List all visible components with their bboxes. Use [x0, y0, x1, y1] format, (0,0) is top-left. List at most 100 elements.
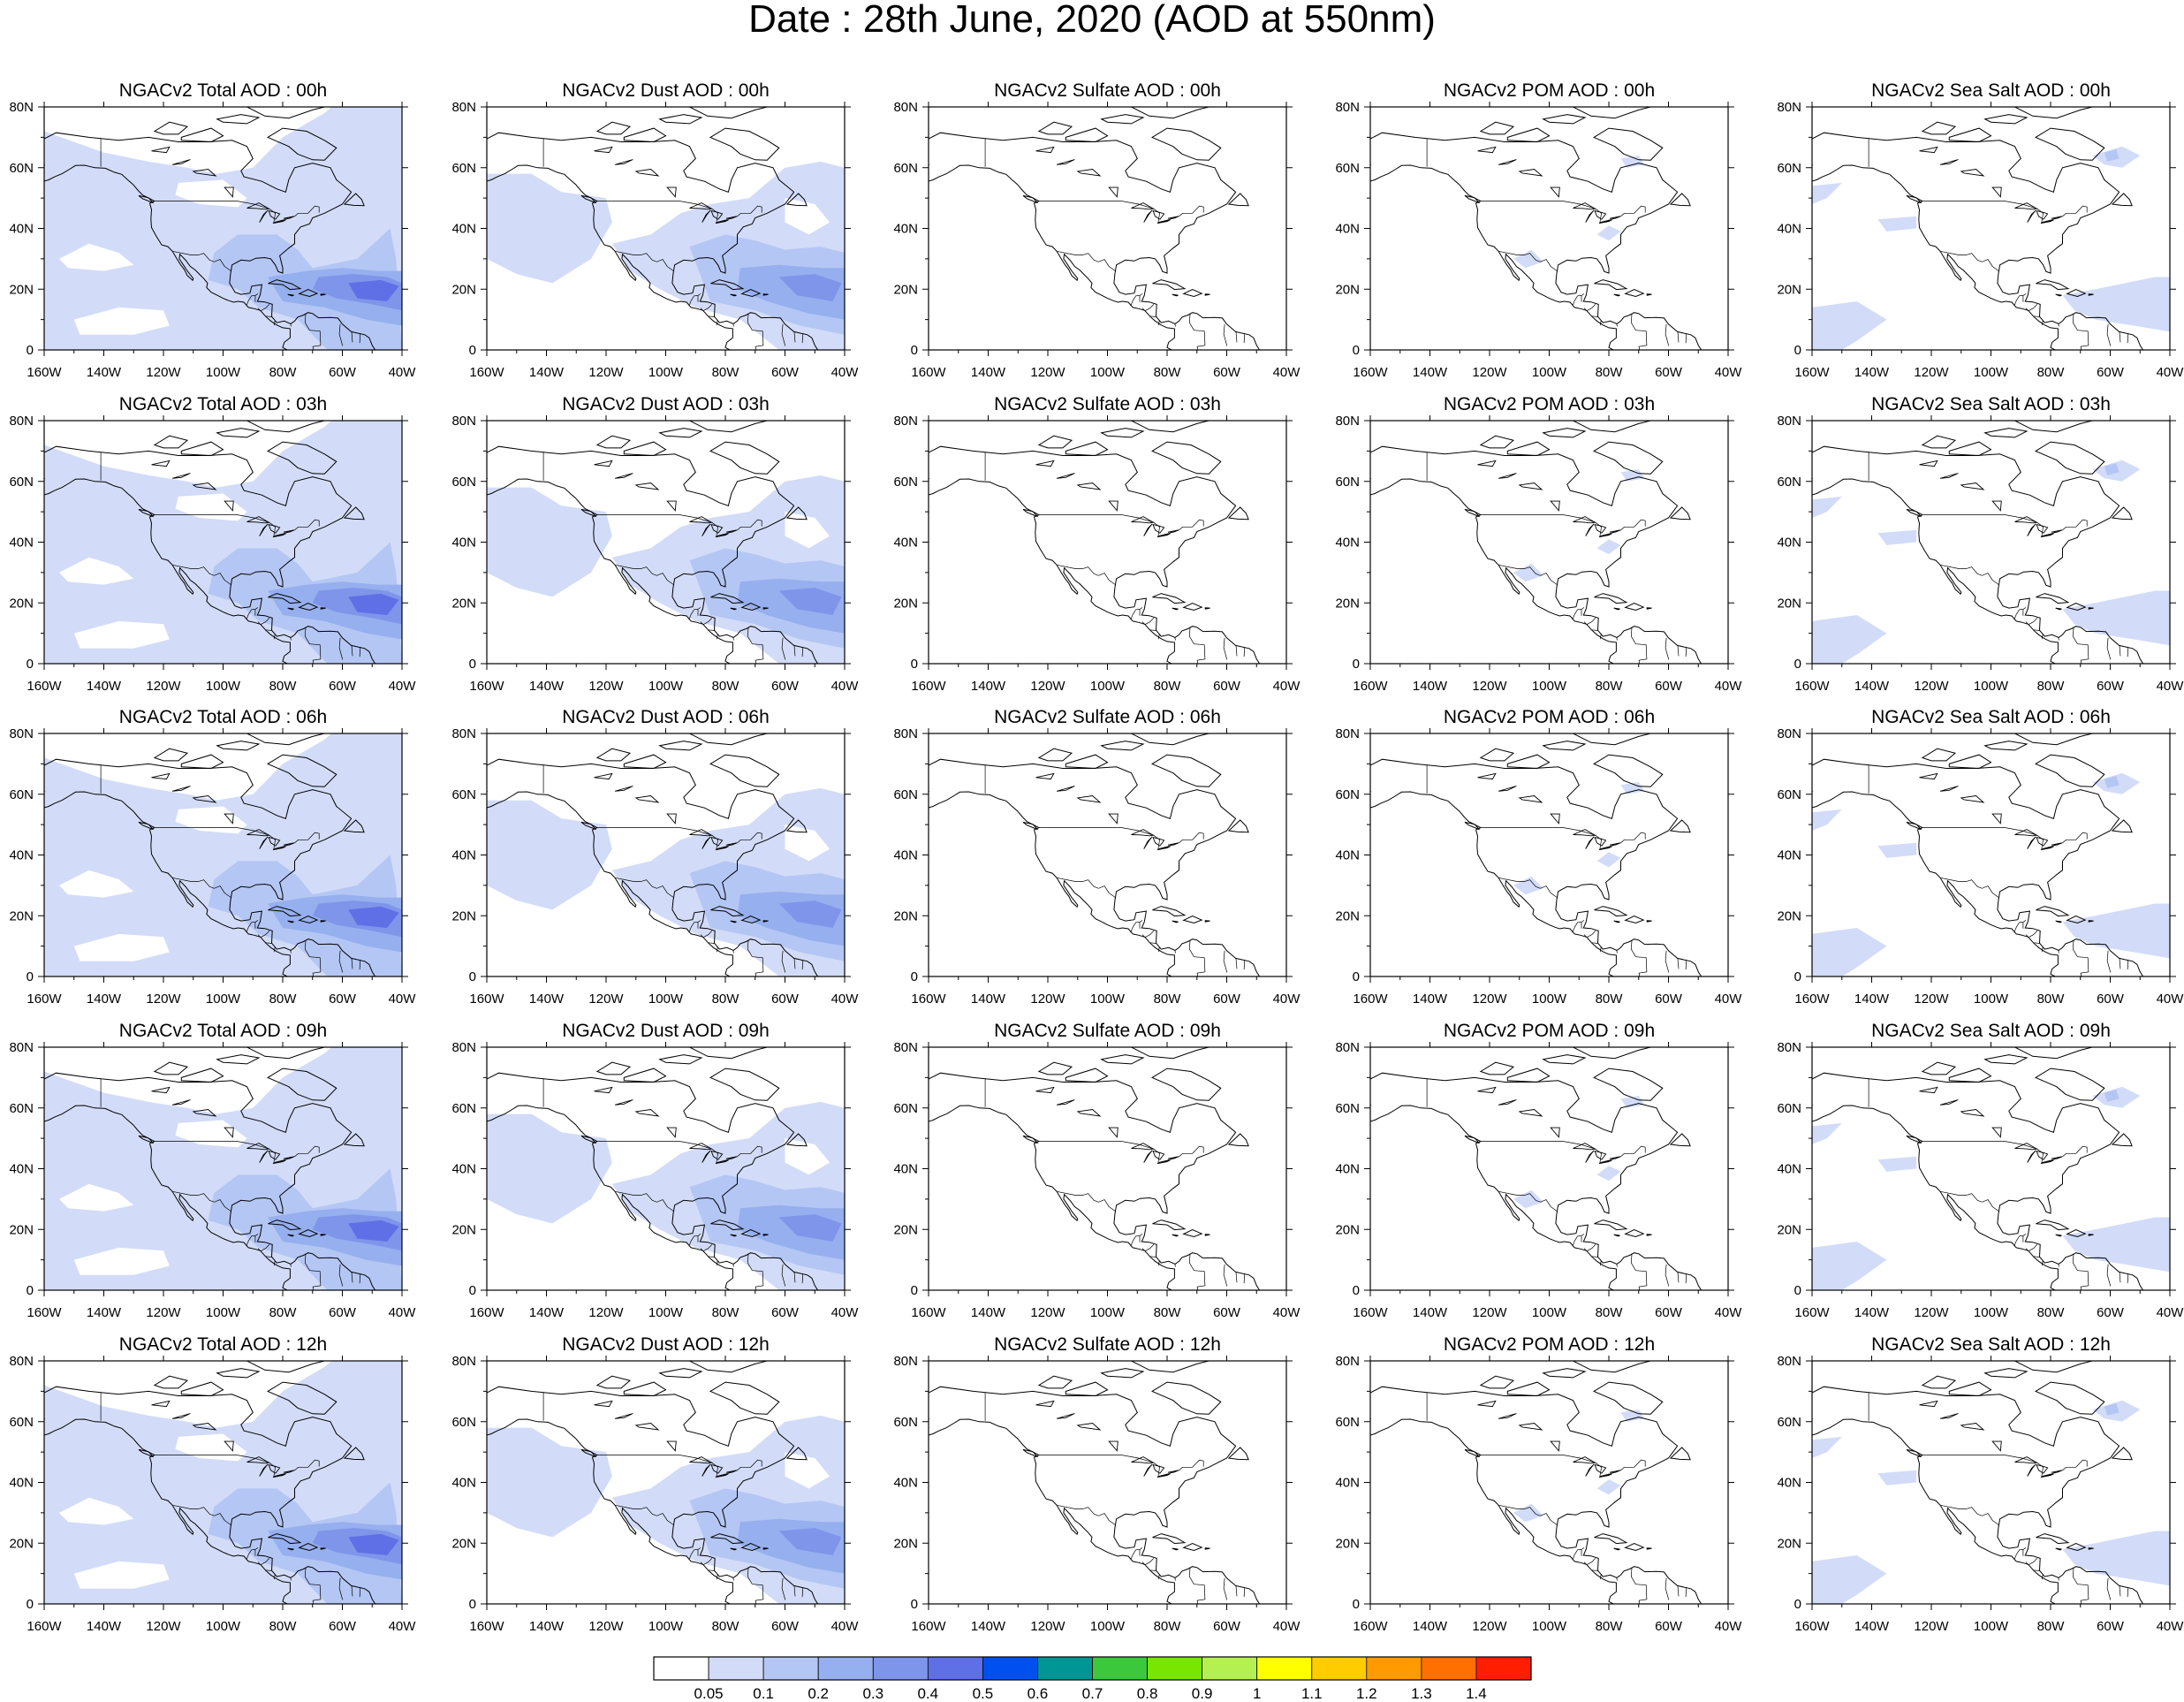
panel-title: NGACv2 Sea Salt AOD : 00h: [1871, 80, 2111, 101]
country-border: [1630, 627, 1648, 664]
lat-tick-label: 80N: [1777, 726, 1801, 741]
aod-fill-region: [175, 1120, 247, 1148]
island-outline: [153, 121, 189, 135]
island-outline: [1182, 1229, 1203, 1238]
lat-tick-label: 20N: [893, 908, 918, 923]
island-outline: [1464, 1448, 1480, 1458]
lat-tick-label: 0: [1794, 1597, 1801, 1612]
island-outline: [1613, 1234, 1620, 1237]
country-border: [2127, 1273, 2129, 1284]
country-border: [700, 618, 713, 626]
map-area: [1812, 733, 2170, 976]
country-border: [1630, 940, 1648, 976]
lon-tick-label: 160W: [27, 992, 62, 1007]
country-border: [172, 564, 232, 586]
map-panel-sulfate-06h: NGACv2 Sulfate AOD : 06h 80N 60N 40N 20N 0 160…: [893, 707, 1301, 1007]
aod-fill-region: [778, 900, 842, 928]
lake-outline: [151, 772, 171, 780]
colorbar-swatch: [1475, 1656, 1532, 1681]
lat-tick-label: 20N: [451, 282, 476, 297]
map-area: [1370, 421, 1728, 664]
lat-tick-label: 20N: [893, 1222, 918, 1237]
island-outline: [1624, 603, 1645, 612]
lat-tick-label: 20N: [1777, 596, 1801, 611]
lake-outline: [666, 1440, 677, 1452]
island-outline: [2055, 1547, 2062, 1551]
lat-tick-label: 40N: [893, 848, 918, 863]
lon-tick-label: 140W: [971, 992, 1006, 1007]
lon-tick-label: 40W: [831, 1305, 860, 1320]
island-outline: [216, 741, 261, 751]
colorbar-swatch: [762, 1656, 819, 1681]
lon-tick-label: 60W: [771, 992, 800, 1007]
lake-outline: [1573, 516, 1596, 524]
lake-outline: [1131, 516, 1155, 524]
coastline: [487, 758, 819, 976]
lake-outline: [1143, 1463, 1153, 1477]
lon-tick-label: 120W: [1914, 992, 1949, 1007]
lon-tick-label: 80W: [1154, 1619, 1182, 1634]
lon-tick-label: 80W: [1596, 365, 1624, 380]
lake-outline: [2040, 1473, 2054, 1478]
island-outline: [1152, 1220, 1187, 1231]
lake-outline: [171, 786, 191, 792]
coastline: [1812, 1386, 2144, 1604]
lake-outline: [1585, 1150, 1595, 1163]
lake-outline: [1598, 846, 1612, 851]
lat-tick-label: 0: [911, 969, 918, 984]
island-outline: [1506, 1068, 1551, 1083]
lake-outline: [2027, 1463, 2036, 1477]
country-border: [246, 920, 259, 933]
lon-tick-label: 60W: [1655, 365, 1683, 380]
country-border: [1480, 1455, 1646, 1478]
island-outline: [1542, 428, 1587, 438]
lake-outline: [1156, 1159, 1171, 1165]
country-border: [1038, 201, 1204, 224]
lon-tick-label: 140W: [1413, 365, 1448, 380]
country-border: [1235, 1272, 1238, 1283]
country-border: [273, 1574, 276, 1580]
lon-tick-label: 100W: [206, 365, 241, 380]
country-border: [1616, 1264, 1618, 1267]
map-panel-total-03h: NGACv2 Total AOD : 03h 80N 60N 40N 20N 0 160W 1…: [9, 394, 416, 694]
island-outline: [580, 508, 596, 518]
lat-tick-label: 80N: [1335, 1354, 1360, 1369]
colorbar-swatch: [653, 1656, 709, 1681]
aod-fill-region: [778, 1528, 842, 1555]
country-border: [154, 1455, 320, 1478]
lat-tick-label: 40N: [1335, 1476, 1360, 1491]
lat-tick-label: 60N: [1777, 1415, 1801, 1430]
lat-tick-label: 80N: [1335, 100, 1360, 115]
lon-tick-label: 160W: [27, 1619, 62, 1634]
lon-tick-label: 60W: [329, 679, 357, 694]
lake-outline: [171, 1099, 191, 1106]
lake-outline: [701, 209, 711, 223]
country-border: [1677, 645, 1680, 657]
lat-tick-label: 20N: [893, 1536, 918, 1551]
lon-tick-label: 100W: [648, 679, 684, 694]
island-outline: [1037, 435, 1073, 449]
lon-tick-label: 120W: [1472, 992, 1507, 1007]
island-outline: [180, 754, 224, 770]
map-panel-pom-00h: NGACv2 POM AOD : 00h 80N 60N 40N 20N 0 160W 140…: [1335, 80, 1742, 380]
coastline: [1370, 132, 1702, 350]
country-border: [1599, 946, 1602, 953]
island-outline: [1921, 1375, 1957, 1389]
lake-outline: [272, 1159, 286, 1165]
lon-tick-label: 40W: [389, 1305, 417, 1320]
lake-outline: [2014, 829, 2038, 837]
island-outline: [1613, 920, 1620, 923]
lon-tick-label: 40W: [389, 992, 417, 1007]
island-outline: [287, 1547, 294, 1551]
island-outline: [1151, 441, 1222, 475]
lat-tick-label: 0: [27, 657, 34, 672]
island-outline: [1921, 121, 1957, 135]
island-outline: [1506, 127, 1551, 143]
country-border: [1223, 950, 1228, 973]
country-border: [615, 1504, 675, 1526]
lake-outline: [1076, 795, 1102, 803]
country-border: [1149, 629, 1156, 631]
country-border: [1223, 1577, 1228, 1600]
country-border: [801, 1273, 804, 1284]
lat-tick-label: 20N: [9, 1536, 34, 1551]
